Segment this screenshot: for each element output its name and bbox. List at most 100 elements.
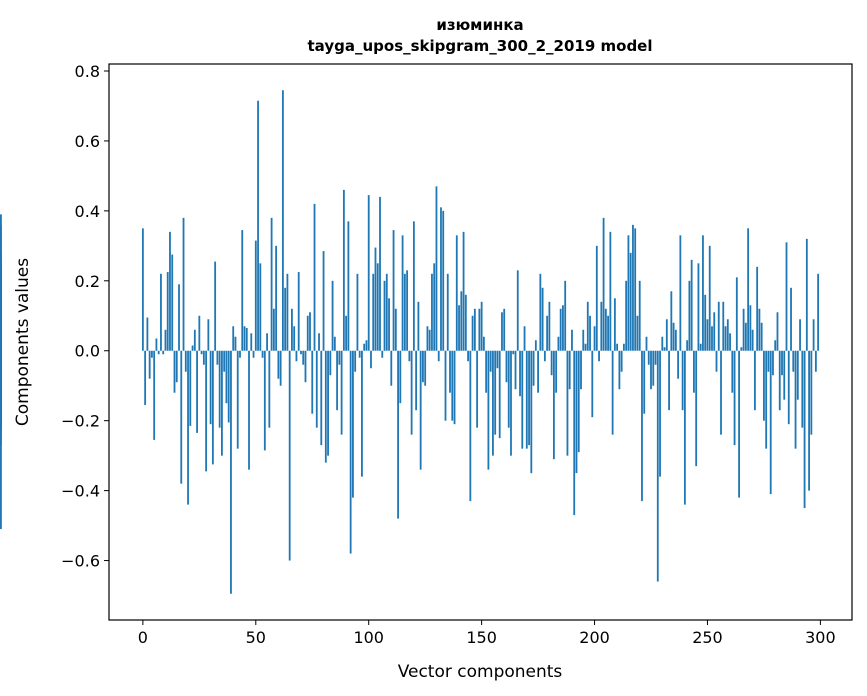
bar (300, 350, 302, 355)
bar (331, 280, 334, 351)
bar (412, 221, 415, 351)
bar (243, 326, 246, 351)
bar (417, 301, 420, 351)
bar (230, 350, 232, 594)
bar (345, 315, 348, 351)
bar (713, 312, 716, 351)
bar (668, 350, 670, 411)
bar (632, 224, 634, 351)
bar (787, 350, 790, 425)
plot-frame (108, 63, 853, 621)
x-tick-label: 50 (246, 628, 266, 647)
bar (295, 350, 298, 362)
bar (286, 273, 289, 351)
bar (566, 350, 569, 456)
bar (688, 280, 691, 351)
bar (557, 336, 560, 351)
bar (792, 350, 795, 372)
bar (379, 196, 381, 351)
bar (814, 350, 817, 372)
bar (753, 350, 756, 411)
bar (288, 350, 291, 561)
bar (681, 350, 684, 411)
bar (724, 326, 727, 351)
bar (767, 350, 770, 372)
bar (584, 343, 587, 351)
x-tick-label: 300 (805, 628, 836, 647)
bar (277, 350, 280, 379)
bar (598, 350, 600, 362)
bar (467, 350, 469, 362)
bar (758, 308, 761, 351)
bar (799, 319, 801, 351)
bar (376, 263, 379, 351)
bar (501, 312, 503, 351)
bar (250, 333, 253, 351)
bar (221, 350, 223, 456)
bar (625, 280, 628, 351)
bar (315, 350, 318, 428)
bar (320, 350, 323, 446)
bar (543, 350, 546, 362)
bar (397, 350, 399, 519)
x-tick-label: 0 (138, 628, 148, 647)
bar (202, 350, 205, 365)
bar (399, 350, 402, 404)
bar (257, 100, 259, 351)
bar (616, 343, 619, 351)
bar (781, 350, 783, 376)
y-tick-label: 0.2 (75, 272, 100, 291)
bar (383, 280, 386, 351)
bar (812, 319, 815, 351)
bar (426, 326, 429, 351)
bar (435, 186, 438, 351)
bar (388, 298, 390, 351)
bar (431, 273, 433, 351)
bar (593, 326, 596, 351)
bar (480, 301, 483, 351)
y-tick-label: 0.6 (75, 132, 100, 151)
bar (742, 308, 745, 351)
bar (548, 301, 551, 351)
bar (774, 340, 777, 351)
bar (356, 273, 359, 351)
bar (302, 350, 305, 365)
bar (234, 336, 237, 351)
bar (817, 273, 820, 351)
y-tick-label: −0.4 (61, 482, 100, 501)
bar (629, 252, 632, 351)
bar (401, 235, 404, 351)
bar (582, 329, 585, 351)
bar (352, 350, 354, 498)
bar (462, 231, 465, 351)
bar (252, 350, 255, 358)
bar (166, 272, 169, 351)
bar (218, 350, 221, 428)
bar (164, 329, 167, 351)
bar (349, 350, 352, 554)
bar (670, 291, 673, 351)
bar (677, 350, 680, 379)
bar (577, 350, 580, 453)
bar (510, 350, 512, 456)
bar (410, 350, 413, 435)
bar (442, 210, 445, 351)
bar (268, 350, 271, 428)
bar (690, 259, 693, 351)
bar (722, 301, 725, 351)
bar (157, 350, 160, 355)
bar (437, 350, 440, 362)
bar (661, 336, 664, 351)
y-tick-label: −0.6 (61, 552, 100, 571)
bar (528, 350, 530, 446)
bar (708, 245, 711, 351)
bar (796, 350, 799, 400)
bar (602, 217, 605, 351)
bar (659, 350, 661, 477)
bar (697, 263, 700, 351)
bar (187, 350, 189, 505)
y-axis-label: Components values (13, 258, 33, 426)
bar (534, 340, 537, 351)
bar (613, 298, 616, 351)
bar (291, 308, 293, 351)
